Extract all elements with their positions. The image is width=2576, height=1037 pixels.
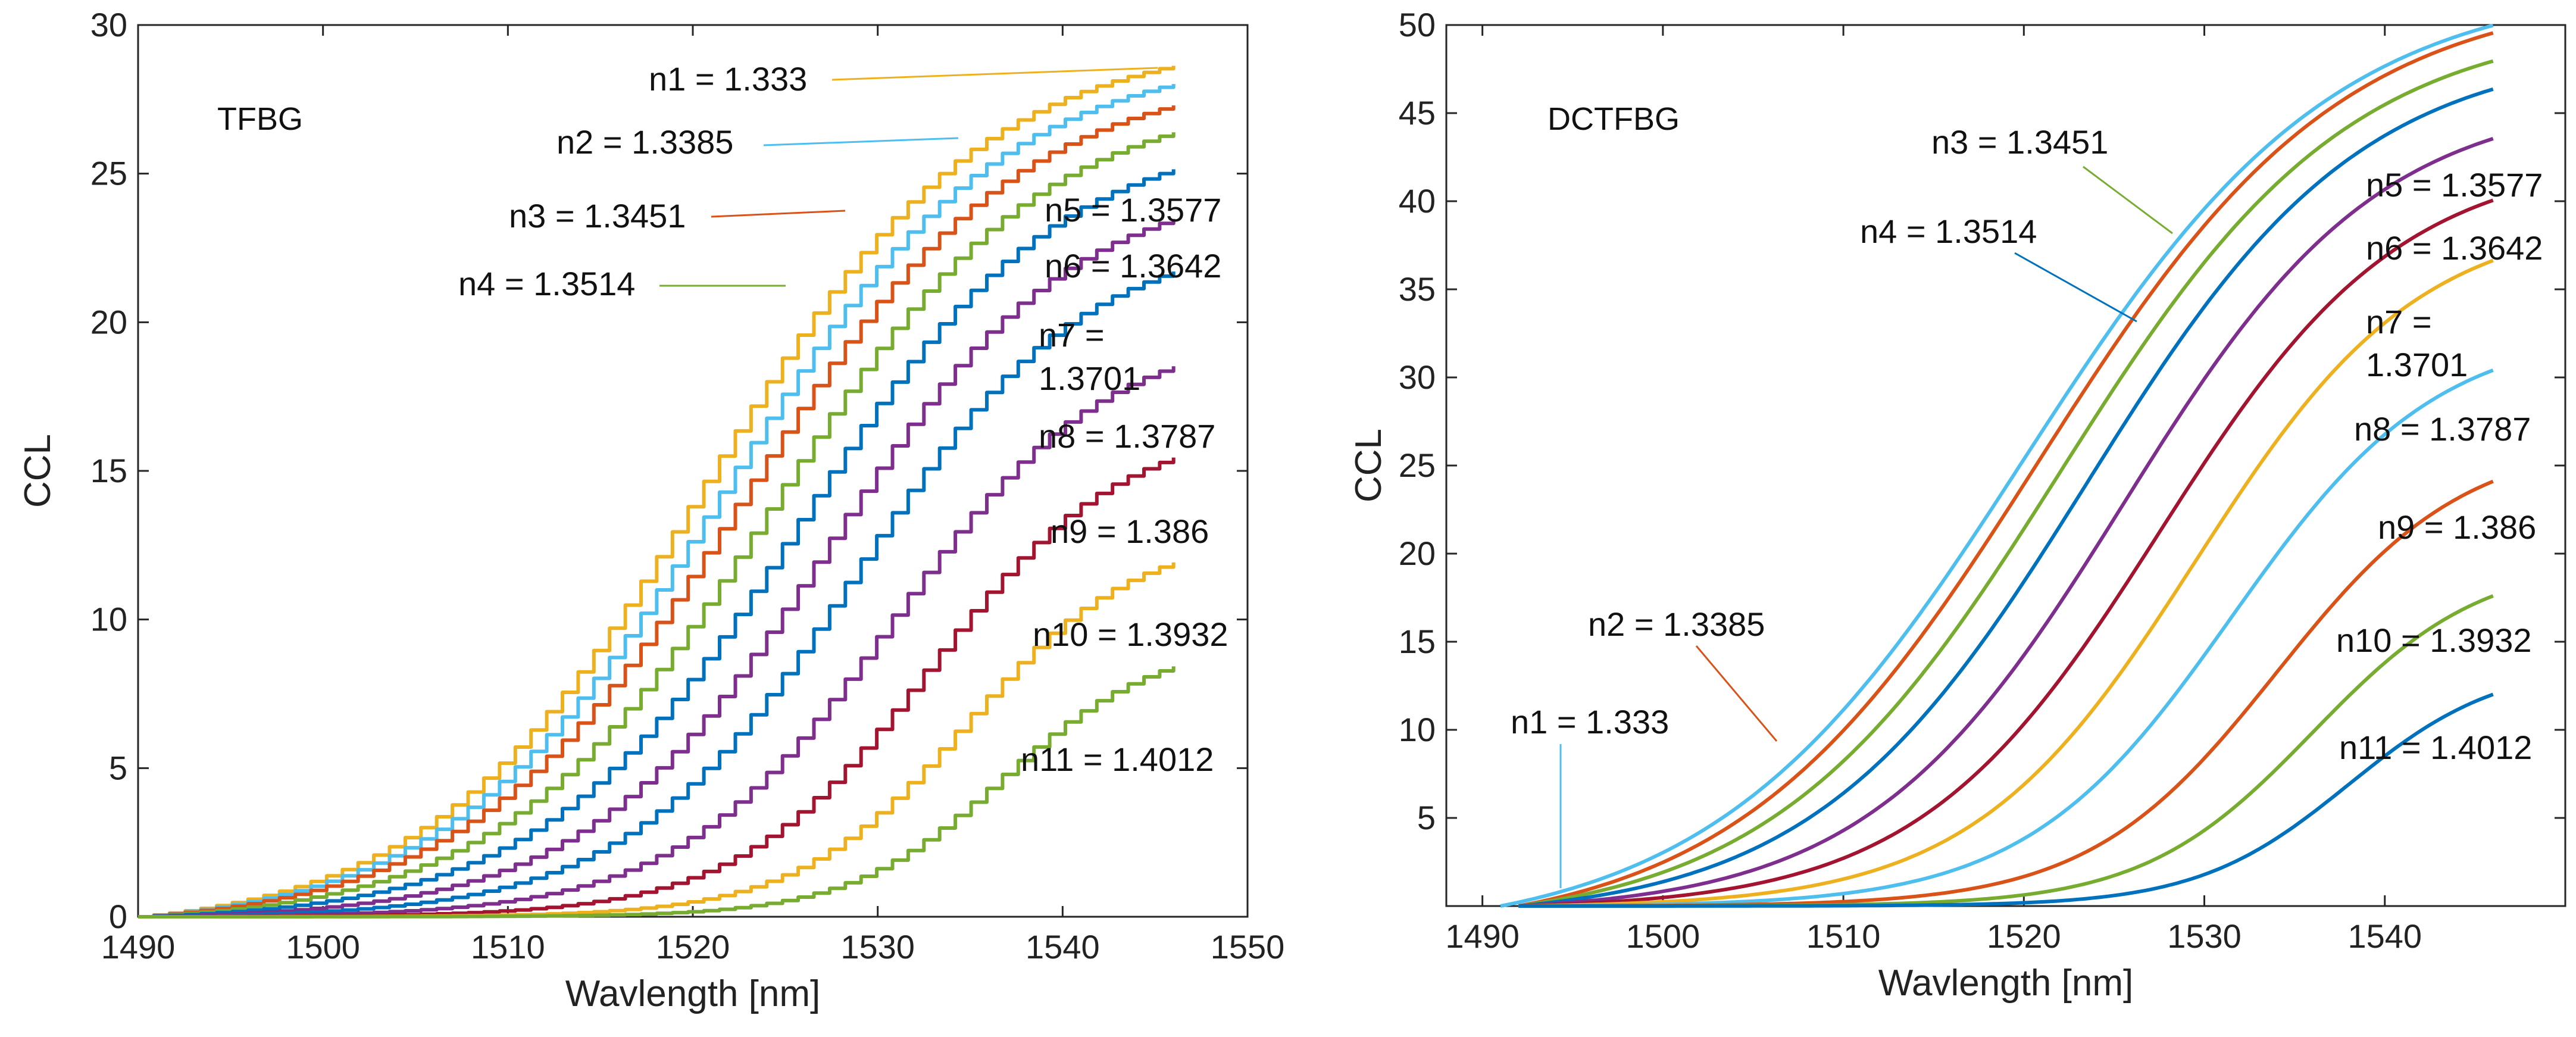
x-tick-label: 1530	[840, 928, 915, 966]
panel-title: DCTFBG	[1548, 101, 1680, 137]
series-label-5: n5 = 1.3577	[2366, 166, 2543, 204]
y-tick-label: 25	[1399, 446, 1436, 484]
series-label-11: n11 = 1.4012	[1021, 741, 1214, 778]
x-tick-label: 1500	[1626, 917, 1700, 955]
x-tick-label: 1530	[2167, 917, 2242, 955]
x-axis-label: Wavlength [nm]	[1878, 963, 2133, 1004]
series-line-4	[138, 132, 1176, 919]
y-tick-label: 0	[109, 898, 127, 935]
y-tick-label: 40	[1399, 182, 1436, 220]
x-tick-label: 1490	[1445, 917, 1520, 955]
series-leader-line-1	[831, 67, 1158, 81]
series-label-8: n8 = 1.3787	[1039, 417, 1215, 455]
series-line-3	[1518, 59, 2494, 908]
series-leader-line-3	[2083, 165, 2173, 235]
series-label-2: n2 = 1.3385	[557, 123, 733, 161]
series-label-3: n3 = 1.3451	[1931, 123, 2108, 161]
y-tick-label: 45	[1399, 94, 1436, 132]
series-leader-line-2	[763, 137, 959, 146]
series-label-7: n7 = 1.3701	[1039, 316, 1140, 397]
chart-panel-2: 1490 1500 1510 1520 1530 15405101520253035404…	[1348, 6, 2566, 1004]
series-line-6	[138, 218, 1176, 919]
series-line-5	[138, 169, 1176, 919]
x-tick-label: 1540	[1026, 928, 1100, 966]
series-line-11	[1518, 692, 2494, 908]
x-tick-label: 1500	[286, 928, 360, 966]
series-leader-line-2	[1695, 645, 1778, 742]
y-tick-label: 20	[90, 303, 127, 341]
series-label-1: n1 = 1.333	[649, 60, 807, 98]
series-line-1	[138, 65, 1176, 919]
series-line-5	[1518, 137, 2494, 908]
y-tick-label: 50	[1399, 6, 1436, 43]
y-tick-label: 15	[1399, 623, 1436, 660]
x-tick-label: 1550	[1211, 928, 1285, 966]
series-line-1	[1500, 23, 2494, 908]
y-tick-label: 10	[1399, 711, 1436, 748]
series-label-3: n3 = 1.3451	[509, 197, 686, 235]
series-label-5: n5 = 1.3577	[1045, 191, 1221, 229]
series-line-7	[1518, 258, 2494, 908]
y-tick-label: 5	[1417, 799, 1436, 836]
x-tick-label: 1490	[101, 928, 176, 966]
series-label-6: n6 = 1.3642	[2366, 229, 2543, 267]
x-tick-label: 1510	[1806, 917, 1881, 955]
series-label-4: n4 = 1.3514	[1860, 213, 2037, 250]
series-line-4	[1518, 87, 2494, 908]
series-label-2: n2 = 1.3385	[1588, 605, 1765, 643]
y-tick-label: 5	[109, 749, 127, 786]
series-label-9: n9 = 1.386	[1051, 513, 1209, 550]
y-tick-label: 35	[1399, 270, 1436, 308]
x-axis-label: Wavlength [nm]	[565, 973, 820, 1014]
series-leader-line-4	[2014, 252, 2137, 323]
series-label-1: n1 = 1.333	[1511, 703, 1669, 741]
series-label-6: n6 = 1.3642	[1045, 247, 1221, 285]
x-tick-label: 1520	[656, 928, 730, 966]
y-tick-label: 20	[1399, 535, 1436, 572]
panel-title: TFBG	[217, 101, 303, 137]
series-label-7: n7 = 1.3701	[2366, 303, 2468, 383]
series-line-11	[138, 666, 1176, 919]
y-tick-label: 15	[90, 452, 127, 489]
series-line-6	[1518, 198, 2494, 908]
series-leader-line-3	[711, 210, 846, 218]
series-label-8: n8 = 1.3787	[2354, 410, 2531, 448]
series-label-11: n11 = 1.4012	[2339, 729, 2532, 766]
y-tick-label: 30	[1399, 358, 1436, 396]
series-label-9: n9 = 1.386	[2378, 508, 2536, 546]
series-label-10: n10 = 1.3932	[2336, 621, 2532, 659]
x-tick-label: 1540	[2347, 917, 2422, 955]
series-label-10: n10 = 1.3932	[1033, 616, 1228, 653]
y-tick-label: 30	[90, 6, 127, 43]
x-tick-label: 1520	[1987, 917, 2061, 955]
y-tick-label: 25	[90, 155, 127, 192]
y-axis-label: CCL	[1348, 429, 1389, 502]
x-tick-label: 1510	[471, 928, 545, 966]
y-axis-label: CCL	[17, 434, 58, 508]
plot-area-frame	[137, 24, 1249, 918]
y-tick-label: 10	[90, 601, 127, 638]
series-line-2	[1518, 31, 2494, 908]
series-line-2	[138, 84, 1176, 919]
series-label-4: n4 = 1.3514	[458, 265, 635, 302]
chart-panel-1: 1490 1500 1510 1520 1530 1540 1550051015202530…	[17, 6, 1284, 1014]
series-line-3	[138, 105, 1176, 919]
series-line-7	[138, 271, 1176, 919]
